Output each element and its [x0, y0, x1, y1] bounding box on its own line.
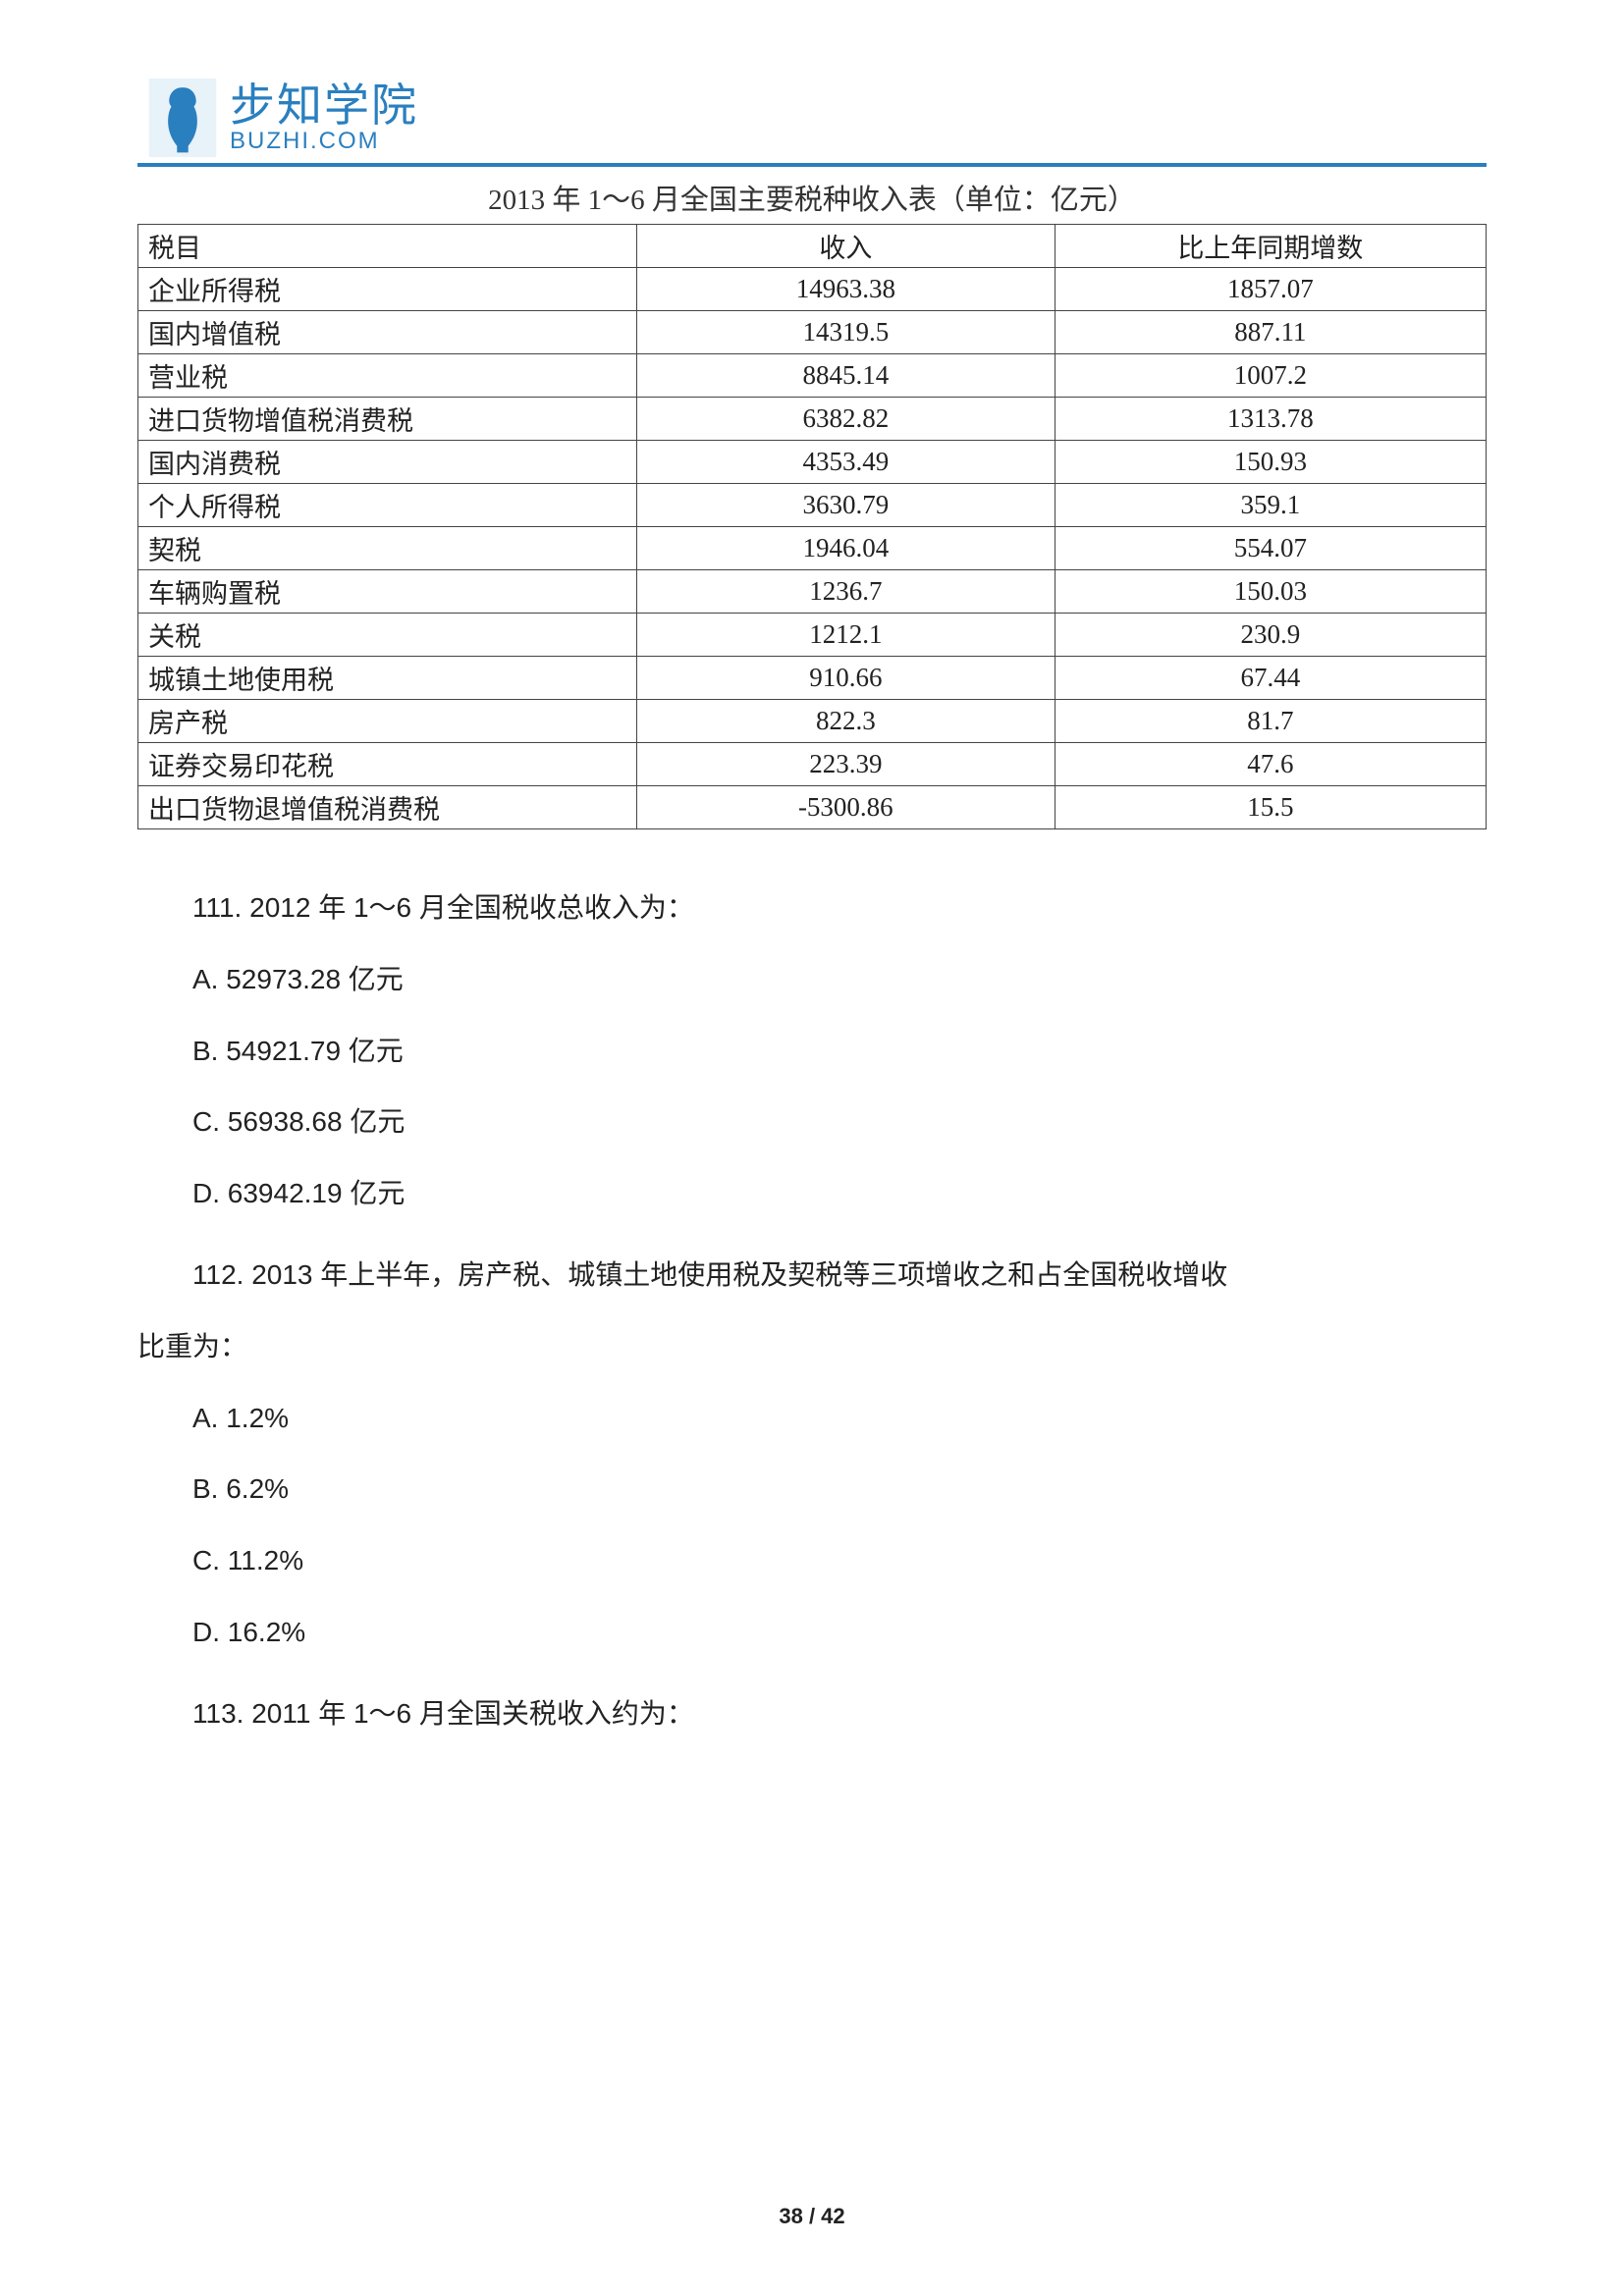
table-row: 营业税8845.141007.2 — [138, 354, 1487, 398]
table-row: 进口货物增值税消费税6382.821313.78 — [138, 398, 1487, 441]
cell-name: 城镇土地使用税 — [138, 657, 637, 700]
q111-opt-b: B. 54921.79 亿元 — [137, 1016, 1487, 1088]
page-sep: / — [803, 2204, 821, 2228]
cell-revenue: 1236.7 — [637, 570, 1056, 614]
cell-name: 证券交易印花税 — [138, 743, 637, 786]
cell-name: 营业税 — [138, 354, 637, 398]
table-title: 2013 年 1～6 月全国主要税种收入表（单位：亿元） — [137, 177, 1487, 218]
table-row: 房产税822.381.7 — [138, 700, 1487, 743]
bear-icon — [147, 79, 218, 157]
q112-opt-d: D. 16.2% — [137, 1597, 1487, 1669]
cell-increase: 359.1 — [1055, 484, 1486, 527]
cell-revenue: 14319.5 — [637, 311, 1056, 354]
q112-stem-line1: 112. 2013 年上半年，房产税、城镇土地使用税及契税等三项增收之和占全国税… — [137, 1240, 1487, 1311]
table-row: 企业所得税14963.381857.07 — [138, 268, 1487, 311]
cell-revenue: -5300.86 — [637, 786, 1056, 829]
logo: 步知学院 BUZHI.COM — [147, 79, 1487, 157]
cell-increase: 81.7 — [1055, 700, 1486, 743]
cell-revenue: 822.3 — [637, 700, 1056, 743]
cell-revenue: 910.66 — [637, 657, 1056, 700]
cell-name: 契税 — [138, 527, 637, 570]
logo-text-cn: 步知学院 — [230, 82, 418, 128]
q113-stem: 113. 2011 年 1～6 月全国关税收入约为： — [137, 1679, 1487, 1750]
q111-opt-c: C. 56938.68 亿元 — [137, 1087, 1487, 1158]
table-row: 契税1946.04554.07 — [138, 527, 1487, 570]
cell-revenue: 6382.82 — [637, 398, 1056, 441]
col-header-revenue: 收入 — [637, 225, 1056, 268]
question-block: 111. 2012 年 1～6 月全国税收总收入为： A. 52973.28 亿… — [137, 873, 1487, 1750]
cell-revenue: 14963.38 — [637, 268, 1056, 311]
cell-revenue: 4353.49 — [637, 441, 1056, 484]
col-header-name: 税目 — [138, 225, 637, 268]
q112-opt-b: B. 6.2% — [137, 1454, 1487, 1525]
table-row: 城镇土地使用税910.6667.44 — [138, 657, 1487, 700]
page-total: 42 — [821, 2204, 844, 2228]
cell-revenue: 1212.1 — [637, 614, 1056, 657]
col-header-increase: 比上年同期增数 — [1055, 225, 1486, 268]
header-underline — [137, 163, 1487, 167]
cell-increase: 150.03 — [1055, 570, 1486, 614]
cell-increase: 47.6 — [1055, 743, 1486, 786]
cell-revenue: 8845.14 — [637, 354, 1056, 398]
cell-increase: 67.44 — [1055, 657, 1486, 700]
table-row: 关税1212.1230.9 — [138, 614, 1487, 657]
cell-name: 个人所得税 — [138, 484, 637, 527]
cell-name: 关税 — [138, 614, 637, 657]
q111-opt-a: A. 52973.28 亿元 — [137, 944, 1487, 1016]
table-row: 个人所得税3630.79359.1 — [138, 484, 1487, 527]
table-row: 车辆购置税1236.7150.03 — [138, 570, 1487, 614]
q111-stem: 111. 2012 年 1～6 月全国税收总收入为： — [137, 873, 1487, 944]
cell-increase: 15.5 — [1055, 786, 1486, 829]
cell-increase: 1857.07 — [1055, 268, 1486, 311]
q111-opt-d: D. 63942.19 亿元 — [137, 1158, 1487, 1230]
logo-text-en: BUZHI.COM — [230, 130, 418, 153]
page-current: 38 — [779, 2204, 802, 2228]
cell-name: 房产税 — [138, 700, 637, 743]
q112-opt-a: A. 1.2% — [137, 1383, 1487, 1455]
table-row: 出口货物退增值税消费税-5300.8615.5 — [138, 786, 1487, 829]
cell-name: 车辆购置税 — [138, 570, 637, 614]
cell-increase: 887.11 — [1055, 311, 1486, 354]
table-row: 证券交易印花税223.3947.6 — [138, 743, 1487, 786]
table-row: 国内消费税4353.49150.93 — [138, 441, 1487, 484]
cell-name: 进口货物增值税消费税 — [138, 398, 637, 441]
cell-name: 企业所得税 — [138, 268, 637, 311]
cell-increase: 554.07 — [1055, 527, 1486, 570]
cell-name: 国内消费税 — [138, 441, 637, 484]
cell-revenue: 3630.79 — [637, 484, 1056, 527]
cell-name: 出口货物退增值税消费税 — [138, 786, 637, 829]
cell-increase: 150.93 — [1055, 441, 1486, 484]
cell-revenue: 1946.04 — [637, 527, 1056, 570]
table-header-row: 税目 收入 比上年同期增数 — [138, 225, 1487, 268]
page-footer: 38 / 42 — [0, 2204, 1624, 2229]
tax-table: 税目 收入 比上年同期增数 企业所得税14963.381857.07国内增值税1… — [137, 224, 1487, 829]
table-row: 国内增值税14319.5887.11 — [138, 311, 1487, 354]
cell-increase: 1313.78 — [1055, 398, 1486, 441]
cell-name: 国内增值税 — [138, 311, 637, 354]
cell-increase: 230.9 — [1055, 614, 1486, 657]
q112-stem-line2: 比重为： — [137, 1311, 1487, 1383]
cell-increase: 1007.2 — [1055, 354, 1486, 398]
q112-opt-c: C. 11.2% — [137, 1525, 1487, 1597]
cell-revenue: 223.39 — [637, 743, 1056, 786]
